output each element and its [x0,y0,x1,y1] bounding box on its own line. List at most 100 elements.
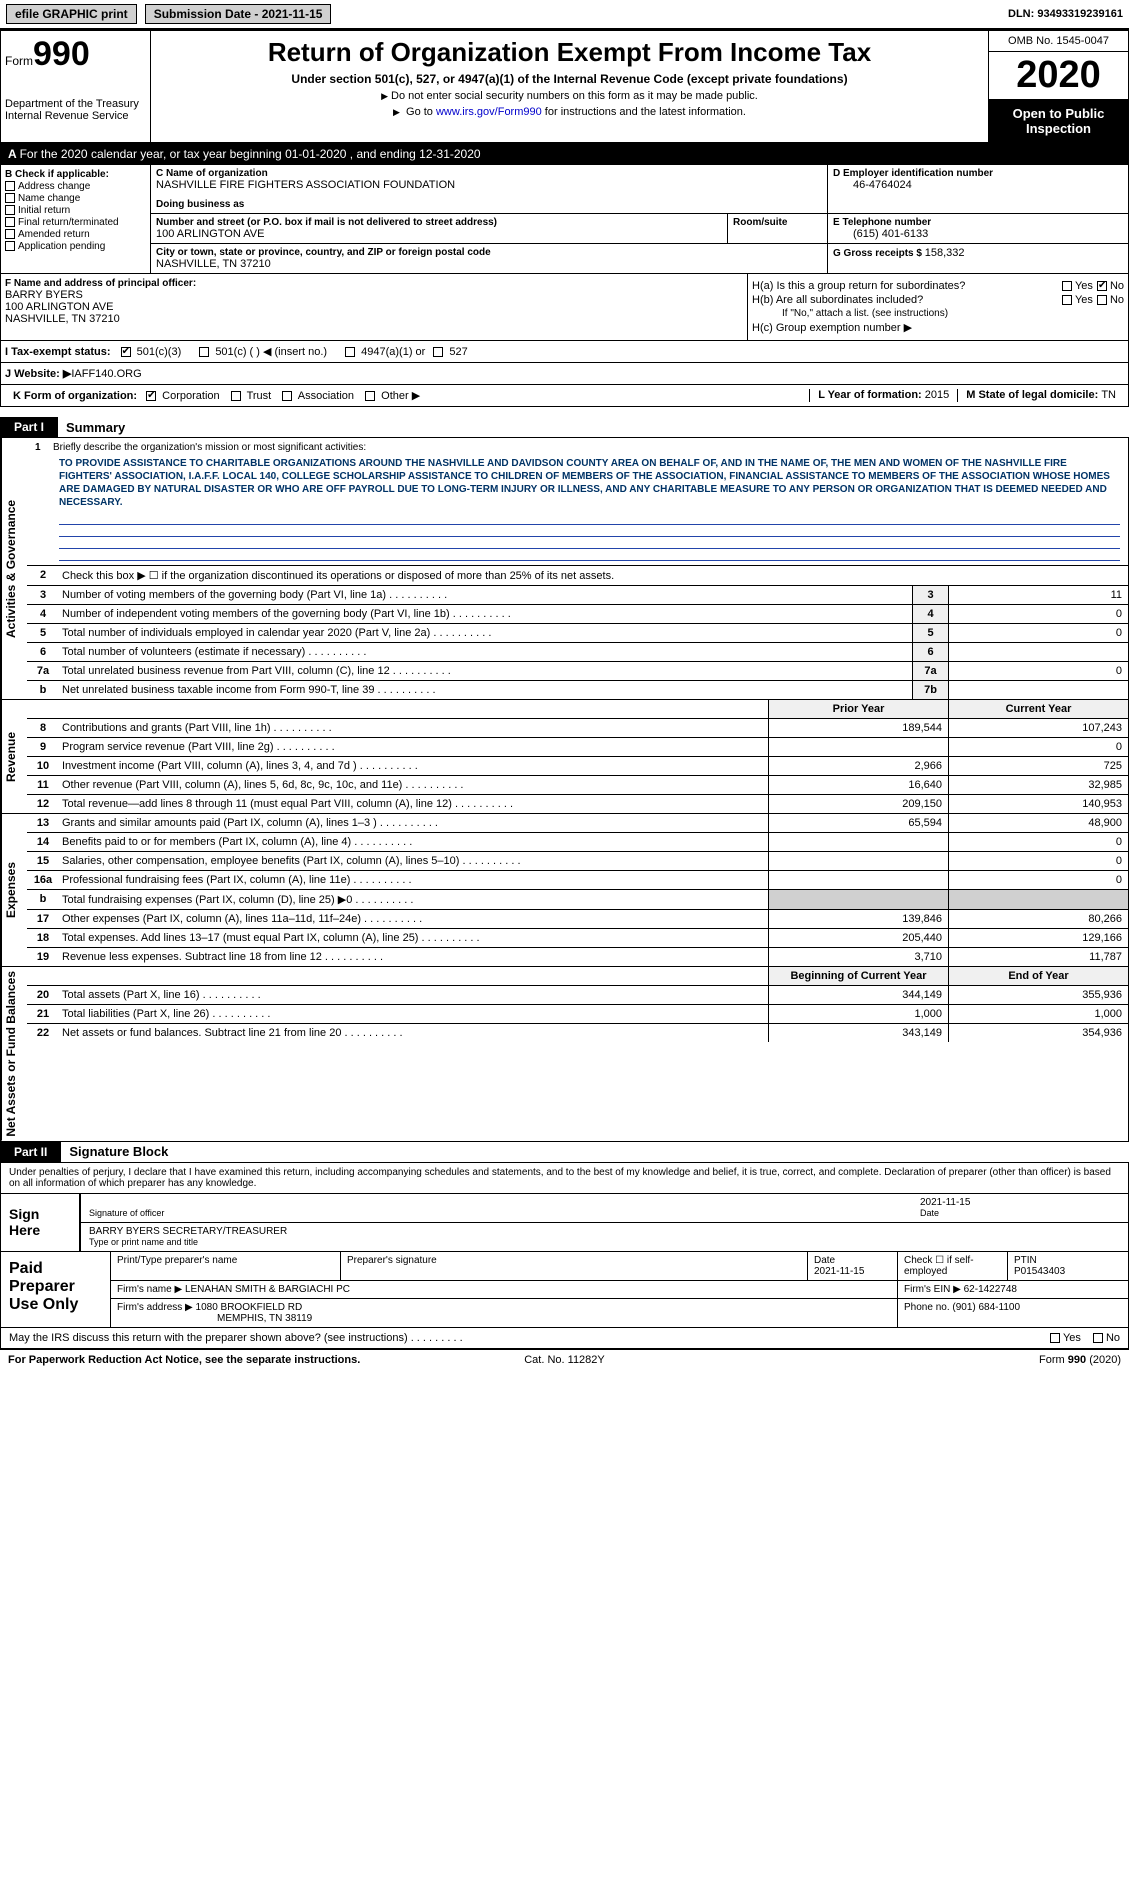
gross-receipts-value: 158,332 [925,247,965,259]
dln: DLN: 93493319239161 [1008,8,1123,20]
hb-note: If "No," attach a list. (see instruction… [752,308,1124,319]
chk-trust[interactable]: Trust [231,390,272,402]
prep-check[interactable]: Check ☐ if self-employed [898,1252,1008,1280]
chk-527[interactable]: 527 [433,346,467,358]
header-left: Form990 Department of the Treasury Inter… [1,31,151,142]
vlabel-revenue: Revenue [1,700,27,813]
paid-preparer-label: Paid Preparer Use Only [1,1252,111,1327]
efile-button[interactable]: efile GRAPHIC print [6,4,137,24]
form-subtitle: Under section 501(c), 527, or 4947(a)(1)… [157,72,982,86]
rev-row-12: 12 Total revenue—add lines 8 through 11 … [27,795,1128,813]
sig-date: 2021-11-15Date [920,1197,1120,1219]
dept-label: Department of the Treasury Internal Reve… [5,98,146,122]
footer-left: For Paperwork Reduction Act Notice, see … [8,1354,379,1366]
exp-row-17: 17 Other expenses (Part IX, column (A), … [27,910,1128,929]
header-right: OMB No. 1545-0047 2020 Open to Public In… [988,31,1128,142]
note-ssn: Do not enter social security numbers on … [157,90,982,102]
gov-row-6: 6 Total number of volunteers (estimate i… [27,643,1128,662]
discuss-no[interactable]: No [1093,1332,1120,1344]
discuss-question: May the IRS discuss this return with the… [9,1332,1046,1344]
officer-addr2: NASHVILLE, TN 37210 [5,313,743,325]
officer-addr1: 100 ARLINGTON AVE [5,301,743,313]
submission-label: Submission Date - [154,7,262,21]
chk-association[interactable]: Association [282,390,354,402]
summary-governance: Activities & Governance 1Briefly describ… [0,437,1129,700]
hdr-prior: Prior Year [768,700,948,718]
line-a: A For the 2020 calendar year, or tax yea… [0,143,1129,165]
hb-yes[interactable]: Yes [1062,294,1093,306]
net-row-22: 22 Net assets or fund balances. Subtract… [27,1024,1128,1042]
chk-name-change[interactable]: Name change [5,193,146,204]
hdr-current: Current Year [948,700,1128,718]
phone-cell: E Telephone number (615) 401-6133 [828,214,1128,243]
box-b: B Check if applicable: Address change Na… [1,165,151,273]
ha-yes[interactable]: Yes [1062,280,1093,292]
part2-tab: Part II [0,1142,61,1162]
chk-501c[interactable]: 501(c) ( ) ◀ (insert no.) [199,345,327,358]
net-row-20: 20 Total assets (Part X, line 16) 344,14… [27,986,1128,1005]
phone-value: (615) 401-6133 [833,228,1123,240]
rev-row-10: 10 Investment income (Part VIII, column … [27,757,1128,776]
page-footer: For Paperwork Reduction Act Notice, see … [0,1349,1129,1370]
chk-address-change[interactable]: Address change [5,181,146,192]
vlabel-netassets: Net Assets or Fund Balances [1,967,27,1141]
hc-label: H(c) Group exemption number ▶ [752,321,1124,334]
chk-amended-return[interactable]: Amended return [5,229,146,240]
mission-block: 1Briefly describe the organization's mis… [27,438,1128,566]
note-goto: Go to www.irs.gov/Form990 for instructio… [157,106,982,118]
org-name-cell: C Name of organization NASHVILLE FIRE FI… [151,165,828,213]
vlabel-expenses: Expenses [1,814,27,966]
chk-corporation[interactable]: Corporation [146,390,220,402]
org-name: NASHVILLE FIRE FIGHTERS ASSOCIATION FOUN… [156,179,822,191]
submission-button[interactable]: Submission Date - 2021-11-15 [145,4,332,24]
state-domicile: M State of legal domicile: TN [957,389,1124,402]
box-b-label: B Check if applicable: [5,169,146,180]
part1-tab: Part I [0,417,58,437]
mission-text: TO PROVIDE ASSISTANCE TO CHARITABLE ORGA… [59,457,1120,509]
discuss-yes[interactable]: Yes [1050,1332,1081,1344]
form-990-label: Form990 [5,35,146,74]
exp-row-b: b Total fundraising expenses (Part IX, c… [27,890,1128,910]
line2: Check this box ▶ ☐ if the organization d… [59,566,1128,585]
footer-center: Cat. No. 11282Y [379,1354,750,1366]
rev-row-11: 11 Other revenue (Part VIII, column (A),… [27,776,1128,795]
chk-other[interactable]: Other ▶ [365,390,420,402]
part2-title: Signature Block [69,1144,168,1159]
ha-no[interactable]: No [1097,280,1124,292]
open-public: Open to Public Inspection [989,100,1128,142]
gov-row-4: 4 Number of independent voting members o… [27,605,1128,624]
section-i: I Tax-exempt status: 501(c)(3) 501(c) ( … [0,341,1129,363]
hdr-beginning: Beginning of Current Year [768,967,948,985]
street-value: 100 ARLINGTON AVE [156,228,722,240]
omb-number: OMB No. 1545-0047 [989,31,1128,52]
sign-here-label: Sign Here [1,1194,81,1251]
hb-no[interactable]: No [1097,294,1124,306]
year-formation: L Year of formation: 2015 [809,389,957,402]
ha-question: H(a) Is this a group return for subordin… [752,280,1058,292]
gov-row-b: b Net unrelated business taxable income … [27,681,1128,699]
section-j: J Website: ▶ IAFF140.ORG [0,363,1129,385]
header-center: Return of Organization Exempt From Incom… [151,31,988,142]
tax-year: 2020 [989,52,1128,100]
top-bar: efile GRAPHIC print Submission Date - 20… [0,0,1129,30]
part2-header: Part II Signature Block [0,1142,1129,1162]
hdr-end: End of Year [948,967,1128,985]
chk-initial-return[interactable]: Initial return [5,205,146,216]
gov-row-5: 5 Total number of individuals employed i… [27,624,1128,643]
chk-final-return[interactable]: Final return/terminated [5,217,146,228]
city-cell: City or town, state or province, country… [151,244,828,273]
box-h: H(a) Is this a group return for subordin… [748,274,1128,340]
chk-501c3[interactable]: 501(c)(3) [121,346,182,358]
sig-officer-line[interactable]: Signature of officer [89,1197,920,1219]
firm-name: Firm's name ▶ LENAHAN SMITH & BARGIACHI … [111,1281,898,1298]
room-cell: Room/suite [728,214,828,243]
chk-application-pending[interactable]: Application pending [5,241,146,252]
officer-print-name: BARRY BYERS SECRETARY/TREASURERType or p… [89,1226,307,1248]
exp-row-13: 13 Grants and similar amounts paid (Part… [27,814,1128,833]
chk-4947[interactable]: 4947(a)(1) or [345,346,425,358]
irs-link[interactable]: www.irs.gov/Form990 [436,106,542,118]
ein-value: 46-4764024 [833,179,1123,191]
exp-row-15: 15 Salaries, other compensation, employe… [27,852,1128,871]
website-value: IAFF140.ORG [71,368,141,380]
gov-row-7a: 7a Total unrelated business revenue from… [27,662,1128,681]
